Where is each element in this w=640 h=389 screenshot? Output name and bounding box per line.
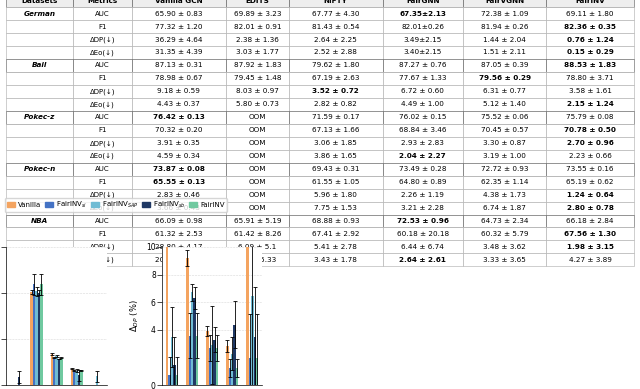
Bar (196, 336, 198, 385)
Bar (216, 348, 218, 385)
Bar (38, 293, 40, 389)
Y-axis label: $\Delta_{DP}$ (%): $\Delta_{DP}$ (%) (128, 300, 141, 332)
Bar (193, 298, 196, 385)
Bar (51, 354, 53, 389)
Bar (73, 370, 76, 389)
Bar (206, 331, 209, 385)
Bar (231, 354, 234, 385)
Bar (253, 337, 256, 385)
Bar (56, 356, 58, 389)
Bar (31, 292, 33, 389)
Bar (236, 368, 238, 385)
Bar (251, 296, 253, 385)
Bar (18, 377, 20, 389)
Bar (33, 284, 35, 389)
Bar (211, 345, 213, 385)
Bar (213, 340, 216, 385)
Bar (53, 357, 56, 389)
Bar (35, 291, 38, 389)
Bar (40, 284, 42, 389)
Bar (246, 0, 249, 385)
Bar (58, 359, 60, 389)
Bar (173, 365, 175, 385)
Bar (256, 358, 259, 385)
Bar (80, 370, 83, 389)
Bar (209, 348, 211, 385)
Bar (234, 324, 236, 385)
Bar (228, 368, 231, 385)
Bar (78, 375, 80, 389)
Bar (166, 0, 168, 385)
Bar (70, 369, 73, 389)
Bar (186, 258, 189, 385)
Bar (227, 346, 228, 385)
Bar (189, 336, 191, 385)
Legend: Vanilla, FairINV$_{si}$, FairINV$_{SAP}$, FairINV$_{sb}$, FairINV: Vanilla, FairINV$_{si}$, FairINV$_{SAP}$… (5, 198, 227, 212)
Bar (95, 376, 98, 389)
Bar (175, 375, 178, 385)
Bar (168, 375, 171, 385)
Bar (191, 292, 193, 385)
Bar (76, 371, 78, 389)
Bar (249, 358, 251, 385)
Bar (60, 357, 63, 389)
Bar (171, 337, 173, 385)
